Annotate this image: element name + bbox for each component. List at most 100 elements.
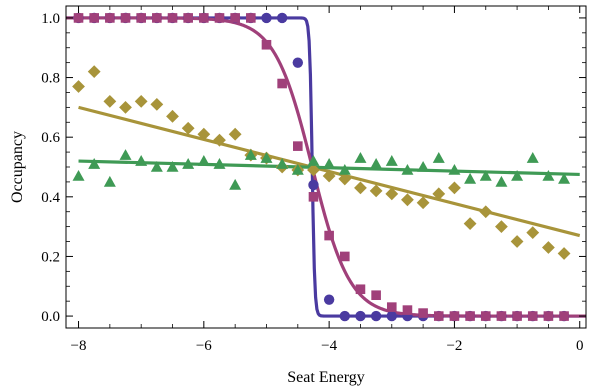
square-point-s2	[293, 141, 303, 151]
triangle-point-s4	[479, 169, 492, 181]
triangle-point-s4	[370, 158, 383, 169]
y-tick-label: 0.8	[41, 71, 60, 87]
diamond-point-s3	[416, 196, 430, 210]
triangle-point-s4	[182, 158, 195, 169]
square-point-s2	[277, 78, 287, 89]
square-point-s2	[355, 284, 366, 295]
triangle-point-s4	[213, 158, 226, 169]
diamond-point-s3	[401, 193, 414, 207]
diamond-point-s3	[542, 241, 555, 254]
square-point-s2	[105, 13, 115, 23]
y-tick-label: 0.4	[41, 190, 60, 206]
square-point-s2	[214, 13, 225, 23]
diamond-point-s3	[72, 80, 85, 93]
triangle-point-s4	[119, 149, 132, 160]
triangle-point-s4	[338, 163, 351, 175]
triangle-point-s4	[244, 149, 257, 160]
triangle-point-s4	[354, 152, 367, 163]
circle-point-s1	[308, 179, 319, 191]
diamond-point-s3	[338, 172, 352, 186]
square-point-s2	[230, 13, 240, 23]
diamond-point-s3	[213, 133, 226, 147]
diamond-point-s3	[166, 109, 179, 123]
y-tick-label: 1.0	[41, 11, 60, 27]
triangle-point-s4	[385, 155, 398, 166]
square-point-s2	[152, 13, 162, 23]
triangle-point-s4	[542, 169, 555, 181]
circle-point-s1	[276, 12, 288, 24]
diamond-point-s3	[119, 100, 132, 114]
triangle-point-s4	[401, 163, 414, 175]
square-point-s2	[465, 311, 475, 321]
data-points	[72, 12, 571, 322]
triangle-point-s4	[103, 175, 116, 187]
triangle-point-s4	[495, 175, 508, 187]
diamond-point-s3	[134, 95, 148, 108]
triangle-point-s4	[291, 163, 304, 175]
x-tick-label: −4	[321, 338, 337, 354]
diamond-point-s3	[103, 95, 117, 108]
diamond-point-s3	[369, 184, 383, 198]
square-point-s2	[512, 311, 522, 321]
triangle-point-s4	[150, 161, 163, 172]
square-point-s2	[386, 302, 397, 312]
triangle-point-s4	[197, 155, 210, 166]
diamond-point-s3	[526, 226, 540, 239]
triangle-point-s4	[511, 169, 524, 181]
square-point-s2	[480, 311, 491, 321]
square-point-s2	[167, 13, 178, 23]
circle-point-s1	[370, 310, 382, 322]
triangle-point-s4	[448, 163, 461, 175]
square-point-s2	[527, 311, 538, 321]
circle-point-s1	[292, 57, 304, 68]
square-point-s2	[136, 13, 146, 23]
square-point-s2	[324, 230, 334, 241]
y-tick-label: 0.2	[41, 249, 60, 265]
square-point-s2	[261, 39, 272, 50]
triangle-point-s4	[72, 169, 85, 181]
axis-ticks: −8 −6 −4 −2 0 0.0 0.2 0.4 0.6 0.8 1.0	[41, 6, 586, 354]
square-point-s2	[543, 311, 554, 321]
square-point-s2	[418, 308, 428, 318]
diamond-point-s3	[479, 205, 493, 219]
triangle-point-s4	[135, 155, 148, 166]
diamond-point-s3	[307, 163, 320, 177]
square-point-s2	[449, 311, 460, 321]
triangle-point-s4	[276, 158, 289, 169]
square-point-s2	[199, 13, 209, 23]
diamond-point-s3	[463, 217, 477, 231]
triangle-point-s4	[88, 158, 101, 169]
square-point-s2	[559, 311, 569, 321]
x-tick-label: −2	[446, 338, 462, 354]
diamond-point-s3	[150, 97, 164, 111]
triangle-point-s4	[558, 172, 571, 184]
square-point-s2	[339, 251, 350, 262]
square-point-s2	[120, 13, 131, 23]
y-tick-label: 0.0	[41, 309, 60, 325]
diamond-point-s3	[197, 127, 211, 141]
diamond-point-s3	[448, 181, 461, 195]
diamond-point-s3	[385, 187, 399, 201]
circle-point-s1	[261, 12, 272, 24]
triangle-point-s4	[464, 172, 477, 184]
square-point-s2	[402, 305, 413, 315]
square-point-s2	[371, 290, 381, 301]
square-point-s2	[73, 13, 84, 23]
circle-point-s1	[339, 310, 350, 322]
triangle-point-s4	[260, 152, 273, 163]
x-axis-label: Seat Energy	[287, 369, 364, 386]
square-point-s2	[89, 13, 99, 23]
y-tick-label: 0.6	[41, 130, 60, 146]
y-axis-label: Occupancy	[9, 131, 26, 203]
triangle-point-s4	[323, 158, 336, 169]
triangle-point-s4	[166, 161, 179, 172]
x-tick-label: −8	[71, 338, 87, 354]
diamond-point-s3	[432, 187, 446, 201]
triangle-point-s4	[432, 152, 445, 163]
square-point-s2	[246, 13, 256, 23]
diamond-point-s3	[87, 65, 101, 78]
square-point-s2	[496, 311, 507, 321]
circle-point-s1	[323, 294, 335, 305]
square-point-s2	[433, 311, 444, 321]
